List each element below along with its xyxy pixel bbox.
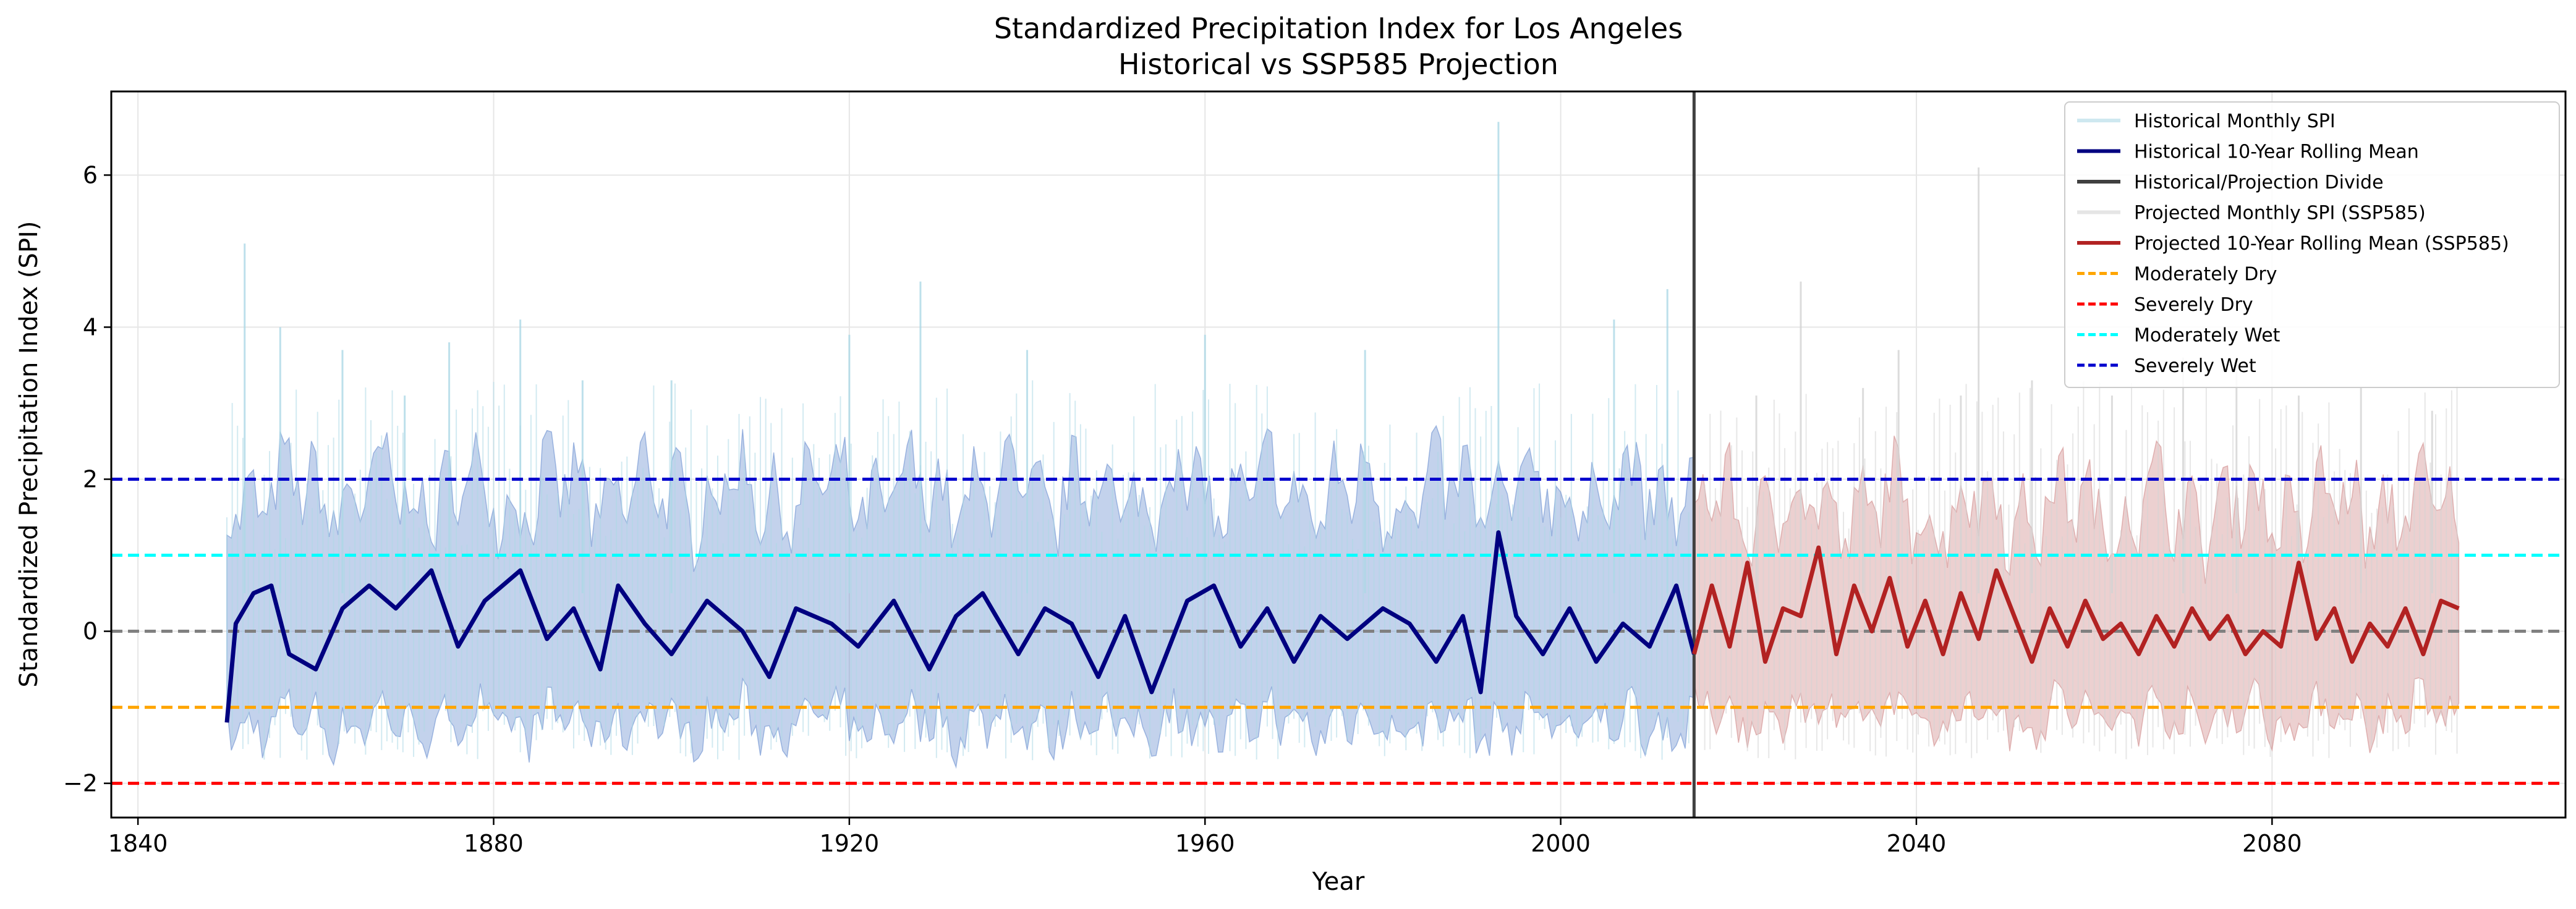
y-tick-label: 6: [83, 161, 98, 188]
axis-ticks: 1840 1880 1920 1960 2000 2040 2080 −2 0 2 4 6: [63, 161, 2302, 857]
legend-label: Severely Dry: [2134, 294, 2253, 316]
rolling-mean-lines: [224, 91, 2460, 818]
projected-rolling-mean-line: [1692, 545, 2460, 664]
chart-subtitle: Historical vs SSP585 Projection: [1118, 48, 1558, 81]
legend-label: Historical 10-Year Rolling Mean: [2134, 142, 2419, 163]
x-tick-label: 1880: [464, 830, 524, 857]
y-axis-label: Standardized Precipitation Index (SPI): [15, 221, 43, 688]
legend-label: Projected 10-Year Rolling Mean (SSP585): [2134, 233, 2509, 255]
legend-label: Moderately Dry: [2134, 264, 2277, 285]
chart-title: Standardized Precipitation Index for Los…: [994, 12, 1683, 45]
legend-label: Moderately Wet: [2134, 325, 2281, 347]
x-tick-label: 2080: [2242, 830, 2302, 857]
legend-label: Historical Monthly SPI: [2134, 111, 2336, 132]
x-tick-label: 2040: [1887, 830, 1947, 857]
x-tick-label: 2000: [1531, 830, 1591, 857]
historical-rolling-mean-line: [224, 530, 1696, 723]
legend-box: [2064, 101, 2560, 388]
x-tick-label: 1920: [820, 830, 880, 857]
legend: Historical Monthly SPI Historical 10-Year…: [2064, 101, 2560, 388]
y-tick-label: 0: [83, 618, 98, 645]
x-axis-label: Year: [1312, 868, 1365, 896]
y-tick-label: 2: [83, 465, 98, 493]
plot-area-frame: [110, 90, 2567, 819]
y-tick-label: −2: [63, 770, 98, 797]
y-tick-label: 4: [83, 313, 98, 340]
threshold-lines: [111, 477, 2565, 785]
legend-label: Projected Monthly SPI (SSP585): [2134, 203, 2426, 224]
x-tick-label: 1960: [1175, 830, 1235, 857]
x-tick-label: 1840: [108, 830, 168, 857]
monthly-spi-spikes: [226, 122, 2458, 761]
legend-label: Historical/Projection Divide: [2134, 172, 2384, 193]
legend-label: Severely Wet: [2134, 355, 2256, 377]
